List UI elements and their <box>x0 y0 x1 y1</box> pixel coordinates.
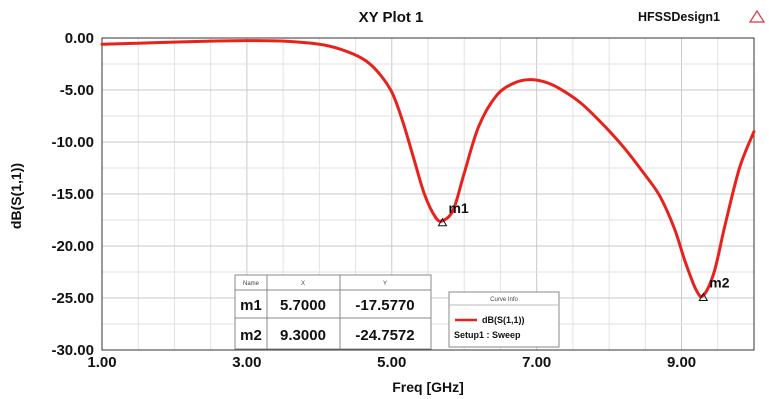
x-tick-label: 9.00 <box>667 354 696 371</box>
marker-m1-label: m1 <box>448 200 468 216</box>
y-tick-label: -20.00 <box>51 238 94 255</box>
x-axis-label: Freq [GHz] <box>392 379 464 395</box>
legend: Curve Info dB(S(1,1)) Setup1 : Sweep <box>448 291 560 348</box>
marker-m2-label: m2 <box>709 274 729 290</box>
legend-title: Curve Info <box>490 297 518 303</box>
marker-m2-symbol <box>698 292 709 301</box>
table-header-name: Name <box>243 281 260 287</box>
warning-icon <box>748 9 766 23</box>
design-name: HFSSDesign1 <box>638 10 720 24</box>
table-row-m1-x: 5.7000 <box>280 297 326 314</box>
table-row-m2-x: 9.3000 <box>280 327 326 344</box>
table-row-m1-name: m1 <box>240 297 262 314</box>
y-tick-label: -10.00 <box>51 134 94 151</box>
y-tick-label: 0.00 <box>65 30 94 47</box>
chart-title: XY Plot 1 <box>359 9 424 26</box>
table-row-m2-name: m2 <box>240 327 262 344</box>
y-tick-label: -5.00 <box>60 82 94 99</box>
y-tick-label: -25.00 <box>51 290 94 307</box>
x-tick-label: 5.00 <box>377 354 406 371</box>
y-tick-labels: 0.00 -5.00 -10.00 -15.00 -20.00 -25.00 -30.00 <box>51 30 94 359</box>
y-tick-label: -30.00 <box>51 342 94 359</box>
table-row-m1-y: -17.5770 <box>355 297 414 314</box>
y-axis-label: dB(S(1,1)) <box>8 163 24 229</box>
legend-series-subname: Setup1 : Sweep <box>454 330 521 340</box>
plot-frame <box>101 37 755 351</box>
x-tick-label: 7.00 <box>522 354 551 371</box>
table-row-m2-y: -24.7572 <box>355 327 414 344</box>
marker-m1-symbol <box>437 217 448 227</box>
x-tick-label: 3.00 <box>232 354 261 371</box>
legend-series-name: dB(S(1,1)) <box>482 315 525 325</box>
x-tick-labels: 1.00 3.00 5.00 7.00 9.00 <box>87 354 696 371</box>
x-tick-label: 1.00 <box>87 354 116 371</box>
table-header-y: Y <box>383 281 387 287</box>
table-header-x: X <box>301 281 305 287</box>
marker-table: Name X Y m1 5.7000 -17.5770 m2 9.3000 -2… <box>234 274 432 350</box>
y-tick-label: -15.00 <box>51 186 94 203</box>
series-line-s11 <box>100 39 756 299</box>
markers: m1 m2 <box>437 200 730 301</box>
